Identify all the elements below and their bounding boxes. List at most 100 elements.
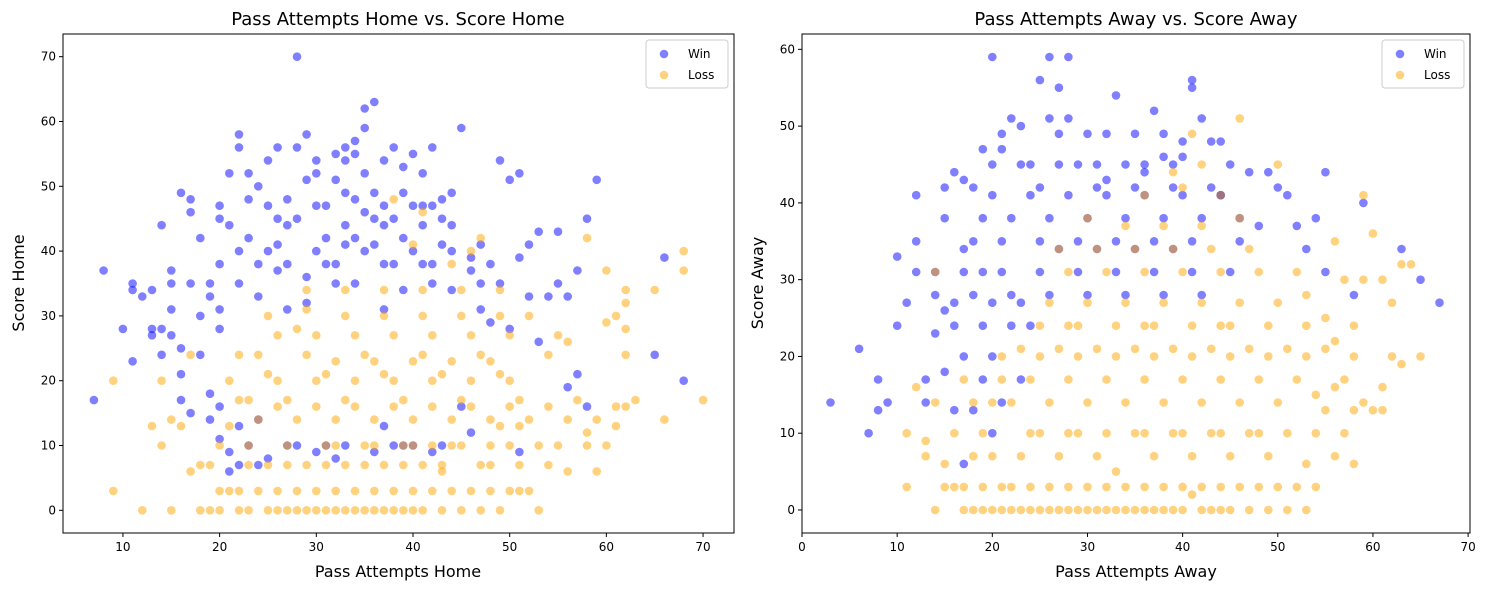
data-point xyxy=(321,259,331,269)
x-tick-label: 60 xyxy=(599,540,614,554)
data-point xyxy=(302,298,311,308)
data-point xyxy=(826,398,835,407)
data-point xyxy=(341,220,350,230)
data-point xyxy=(1092,183,1102,192)
data-point xyxy=(408,486,418,496)
data-point xyxy=(457,506,466,515)
data-point xyxy=(1197,213,1206,223)
data-point xyxy=(399,460,408,470)
data-point xyxy=(157,376,166,386)
data-point xyxy=(1083,298,1092,308)
data-point xyxy=(1397,244,1406,254)
data-point xyxy=(350,402,360,411)
data-point xyxy=(486,415,495,424)
data-point xyxy=(1302,505,1311,515)
data-point xyxy=(186,207,195,217)
data-point xyxy=(341,240,350,249)
data-point xyxy=(486,486,495,496)
data-point xyxy=(225,447,234,457)
data-point xyxy=(302,175,311,185)
data-point xyxy=(553,227,563,236)
data-point xyxy=(370,188,379,198)
data-point xyxy=(988,428,997,438)
data-point xyxy=(302,305,311,314)
data-point xyxy=(244,506,253,515)
data-point xyxy=(408,201,418,210)
data-point xyxy=(1054,160,1064,169)
data-point xyxy=(1092,344,1102,354)
data-point xyxy=(1254,221,1264,231)
data-point xyxy=(679,246,688,256)
data-point xyxy=(950,428,959,438)
data-point xyxy=(1349,290,1359,300)
data-point xyxy=(1073,237,1083,246)
data-point xyxy=(660,253,669,262)
data-point xyxy=(940,183,949,192)
data-point xyxy=(147,324,157,334)
x-tick-label: 30 xyxy=(1080,540,1095,554)
data-point xyxy=(350,233,360,243)
data-point xyxy=(360,104,370,113)
data-point xyxy=(263,311,273,321)
data-point xyxy=(1054,83,1064,92)
data-point xyxy=(1178,190,1187,200)
data-point xyxy=(1130,428,1140,438)
data-point xyxy=(1330,336,1340,346)
y-tick-label: 10 xyxy=(780,426,795,440)
data-point xyxy=(234,350,244,360)
data-point xyxy=(930,505,940,515)
data-point xyxy=(988,505,997,515)
data-point xyxy=(959,352,969,361)
data-point xyxy=(341,143,350,152)
data-point xyxy=(978,375,988,384)
data-point xyxy=(1273,398,1283,407)
data-point xyxy=(1130,344,1140,354)
data-point xyxy=(1330,451,1340,461)
data-point xyxy=(978,321,988,331)
data-point xyxy=(457,395,466,405)
legend-label: Win xyxy=(1424,47,1447,61)
data-point xyxy=(1054,344,1064,354)
data-point xyxy=(631,395,640,405)
data-point xyxy=(1149,106,1159,116)
data-point xyxy=(495,369,505,379)
data-point xyxy=(350,506,360,515)
data-point xyxy=(1121,482,1130,492)
data-point xyxy=(1064,505,1073,515)
data-point xyxy=(1073,505,1083,515)
x-tick-label: 0 xyxy=(798,540,806,554)
data-point xyxy=(167,506,176,515)
data-point xyxy=(1092,451,1102,461)
data-point xyxy=(911,237,921,246)
data-point xyxy=(1121,505,1130,515)
data-point xyxy=(1159,290,1168,300)
data-point xyxy=(997,144,1007,154)
data-point xyxy=(1292,375,1302,384)
data-point xyxy=(205,506,215,515)
data-point xyxy=(1235,398,1244,407)
data-point xyxy=(253,259,263,269)
data-point xyxy=(1026,428,1035,438)
data-point xyxy=(350,486,360,496)
data-point xyxy=(1045,482,1054,492)
data-point xyxy=(940,482,949,492)
y-tick-label: 40 xyxy=(780,196,795,210)
data-point xyxy=(1121,398,1130,407)
y-tick-label: 20 xyxy=(41,374,56,388)
data-point xyxy=(950,167,959,177)
data-point xyxy=(283,506,292,515)
data-point xyxy=(505,331,514,340)
data-point xyxy=(283,195,292,204)
data-point xyxy=(1302,321,1311,331)
data-point xyxy=(331,149,341,159)
data-point xyxy=(418,350,428,360)
data-point xyxy=(988,52,997,62)
data-point xyxy=(118,324,128,334)
data-point xyxy=(321,460,331,470)
data-point xyxy=(379,285,389,295)
data-point xyxy=(679,376,688,386)
data-point xyxy=(263,201,273,210)
data-point xyxy=(495,421,505,431)
data-point xyxy=(167,266,176,275)
